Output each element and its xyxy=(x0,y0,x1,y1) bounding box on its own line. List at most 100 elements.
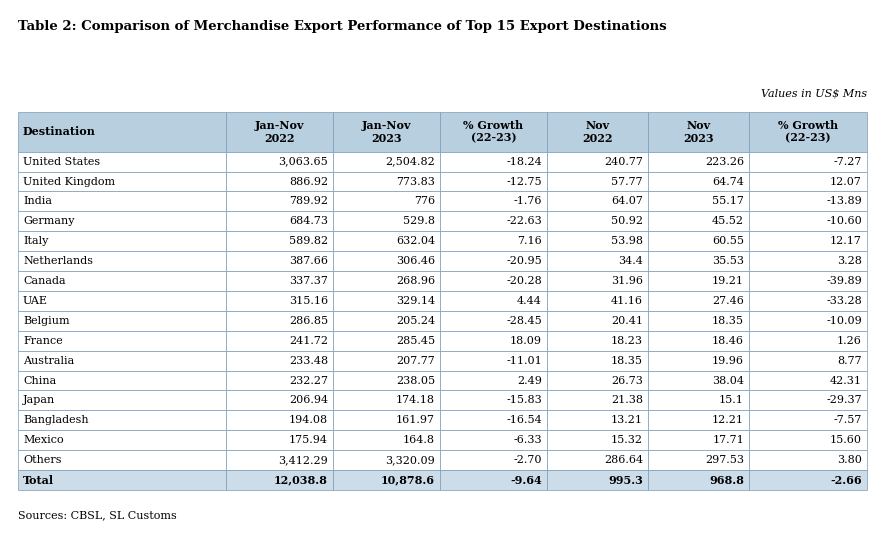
Bar xyxy=(749,251,867,271)
Bar xyxy=(547,291,648,311)
Bar xyxy=(226,311,333,331)
Text: 315.16: 315.16 xyxy=(289,296,328,306)
Text: 34.4: 34.4 xyxy=(618,256,643,266)
Bar xyxy=(547,370,648,390)
Bar xyxy=(749,311,867,331)
Bar xyxy=(18,271,226,291)
Bar xyxy=(749,450,867,470)
Bar xyxy=(440,291,547,311)
Text: 207.77: 207.77 xyxy=(396,356,435,366)
Text: 3,412.29: 3,412.29 xyxy=(278,455,328,465)
Text: China: China xyxy=(23,375,57,386)
Text: 13.21: 13.21 xyxy=(611,415,643,426)
Bar xyxy=(547,192,648,211)
Text: 41.16: 41.16 xyxy=(611,296,643,306)
Bar xyxy=(547,331,648,350)
Text: Sources: CBSL, SL Customs: Sources: CBSL, SL Customs xyxy=(18,510,177,520)
Bar xyxy=(440,470,547,490)
Text: 60.55: 60.55 xyxy=(712,236,744,246)
Bar xyxy=(749,350,867,370)
Text: 286.64: 286.64 xyxy=(604,455,643,465)
Text: 3,320.09: 3,320.09 xyxy=(385,455,435,465)
Bar xyxy=(226,192,333,211)
Bar xyxy=(226,331,333,350)
Bar xyxy=(648,172,749,192)
Text: 18.09: 18.09 xyxy=(510,336,542,346)
Text: 632.04: 632.04 xyxy=(396,236,435,246)
Text: -20.28: -20.28 xyxy=(506,276,542,286)
Bar xyxy=(749,192,867,211)
Bar xyxy=(547,410,648,430)
Bar xyxy=(18,311,226,331)
Text: 64.74: 64.74 xyxy=(712,177,744,186)
Bar xyxy=(749,152,867,172)
Bar xyxy=(18,192,226,211)
Text: 19.96: 19.96 xyxy=(712,356,744,366)
Text: Germany: Germany xyxy=(23,217,74,226)
Bar xyxy=(547,470,648,490)
Bar xyxy=(18,390,226,410)
Bar xyxy=(226,251,333,271)
Bar xyxy=(547,311,648,331)
Bar xyxy=(226,112,333,152)
Text: 31.96: 31.96 xyxy=(611,276,643,286)
Text: -16.54: -16.54 xyxy=(506,415,542,426)
Bar xyxy=(547,450,648,470)
Bar xyxy=(547,172,648,192)
Text: 17.71: 17.71 xyxy=(712,435,744,445)
Text: 285.45: 285.45 xyxy=(396,336,435,346)
Text: 38.04: 38.04 xyxy=(712,375,744,386)
Text: 968.8: 968.8 xyxy=(709,475,744,485)
Text: 2,504.82: 2,504.82 xyxy=(385,157,435,167)
Text: 10,878.6: 10,878.6 xyxy=(381,475,435,485)
Bar xyxy=(749,112,867,152)
Text: -13.89: -13.89 xyxy=(827,197,862,206)
Text: -7.57: -7.57 xyxy=(834,415,862,426)
Text: 7.16: 7.16 xyxy=(517,236,542,246)
Text: -10.09: -10.09 xyxy=(827,316,862,326)
Bar xyxy=(333,112,440,152)
Bar xyxy=(648,112,749,152)
Text: 240.77: 240.77 xyxy=(604,157,643,167)
Bar xyxy=(749,390,867,410)
Bar xyxy=(749,271,867,291)
Bar xyxy=(226,231,333,251)
Bar xyxy=(440,271,547,291)
Bar xyxy=(547,231,648,251)
Text: 18.46: 18.46 xyxy=(712,336,744,346)
Text: 205.24: 205.24 xyxy=(396,316,435,326)
Text: 2.49: 2.49 xyxy=(517,375,542,386)
Text: 45.52: 45.52 xyxy=(712,217,744,226)
Text: 3.28: 3.28 xyxy=(837,256,862,266)
Bar xyxy=(547,350,648,370)
Text: 286.85: 286.85 xyxy=(289,316,328,326)
Bar xyxy=(18,430,226,450)
Text: 1.26: 1.26 xyxy=(837,336,862,346)
Bar xyxy=(440,370,547,390)
Bar xyxy=(440,450,547,470)
Bar xyxy=(749,231,867,251)
Bar xyxy=(440,211,547,231)
Text: -20.95: -20.95 xyxy=(506,256,542,266)
Bar xyxy=(547,211,648,231)
Text: India: India xyxy=(23,197,52,206)
Bar xyxy=(333,251,440,271)
Bar xyxy=(18,172,226,192)
Bar xyxy=(648,152,749,172)
Bar xyxy=(18,231,226,251)
Text: 387.66: 387.66 xyxy=(289,256,328,266)
Bar xyxy=(226,271,333,291)
Text: 35.53: 35.53 xyxy=(712,256,744,266)
Text: 3.80: 3.80 xyxy=(837,455,862,465)
Text: 206.94: 206.94 xyxy=(289,395,328,406)
Text: 19.21: 19.21 xyxy=(712,276,744,286)
Text: -39.89: -39.89 xyxy=(827,276,862,286)
Bar xyxy=(18,331,226,350)
Bar xyxy=(440,350,547,370)
Text: 42.31: 42.31 xyxy=(830,375,862,386)
Bar xyxy=(648,251,749,271)
Text: 15.60: 15.60 xyxy=(830,435,862,445)
Text: 27.46: 27.46 xyxy=(712,296,744,306)
Bar xyxy=(18,350,226,370)
Bar xyxy=(226,450,333,470)
